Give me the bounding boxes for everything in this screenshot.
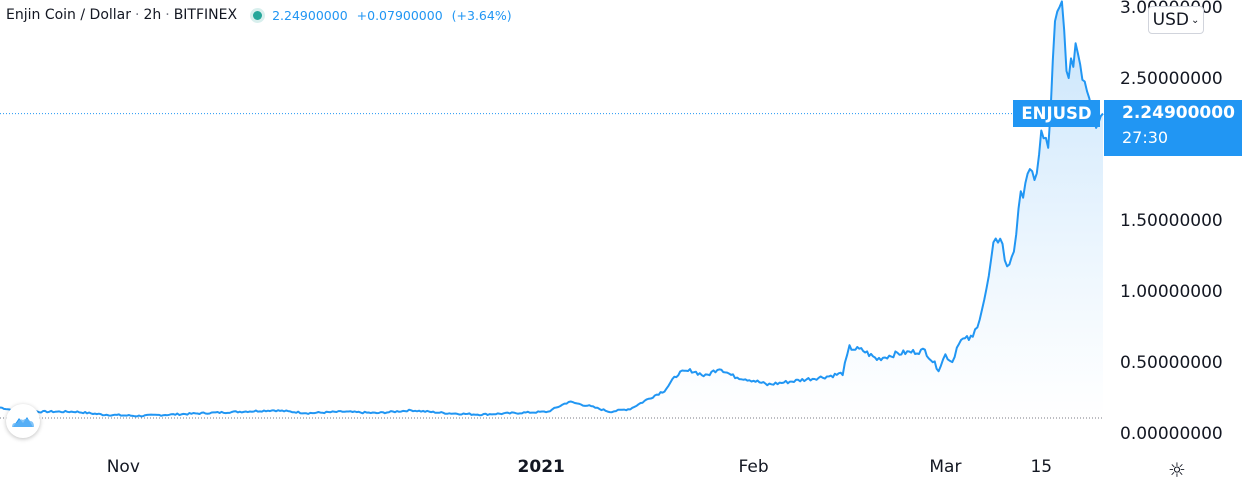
x-tick-label: Feb bbox=[739, 457, 769, 477]
bar-countdown: 27:30 bbox=[1122, 128, 1169, 147]
interval-label[interactable]: 2h bbox=[143, 7, 162, 23]
gear-icon[interactable]: ☼ bbox=[1168, 458, 1186, 482]
exchange-label: BITFINEX bbox=[173, 7, 238, 23]
x-tick-label: Nov bbox=[107, 457, 140, 477]
x-tick-label: Mar bbox=[929, 457, 961, 477]
legend-change: +0.07900000 bbox=[356, 7, 443, 23]
series-line bbox=[0, 0, 1104, 418]
market-status-dot-icon bbox=[253, 10, 263, 20]
symbol-price-tag: ENJUSD bbox=[1013, 100, 1100, 127]
last-price-value: 2.24900000 bbox=[1122, 103, 1235, 123]
legend-values: 2.24900000 +0.07900000 (+3.64%) bbox=[272, 8, 517, 23]
x-tick-label: 15 bbox=[1030, 457, 1052, 477]
tradingview-cloud-icon[interactable] bbox=[6, 404, 40, 438]
x-tick-label: 2021 bbox=[518, 457, 565, 477]
chevron-down-icon: ⌄ bbox=[1190, 14, 1200, 26]
legend-last-price: 2.24900000 bbox=[272, 7, 348, 23]
y-tick-label: 2.50000000 bbox=[1120, 69, 1223, 89]
y-tick-label: 0.50000000 bbox=[1120, 353, 1223, 373]
currency-label: USD bbox=[1152, 10, 1189, 30]
currency-button[interactable]: USD ⌄ bbox=[1148, 6, 1204, 34]
symbol-title: Enjin Coin / Dollar bbox=[6, 7, 132, 23]
area-fill bbox=[0, 1, 1103, 419]
symbol-legend: Enjin Coin / Dollar · 2h · BITFINEX 2.24… bbox=[6, 4, 517, 26]
y-tick-label: 1.50000000 bbox=[1120, 211, 1223, 231]
y-tick-label: 1.00000000 bbox=[1120, 282, 1223, 302]
y-tick-label: 0.00000000 bbox=[1120, 424, 1223, 444]
legend-separator: · bbox=[165, 7, 170, 23]
legend-change-pct: (+3.64%) bbox=[451, 7, 512, 23]
legend-separator: · bbox=[135, 7, 140, 23]
last-price-tag: 2.24900000 27:30 bbox=[1104, 100, 1242, 156]
